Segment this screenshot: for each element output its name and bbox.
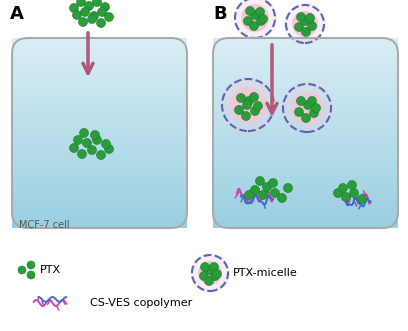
- Circle shape: [93, 135, 102, 145]
- Circle shape: [357, 195, 366, 204]
- Circle shape: [18, 266, 26, 274]
- Circle shape: [297, 97, 306, 106]
- Circle shape: [255, 176, 264, 185]
- Circle shape: [198, 261, 222, 285]
- Circle shape: [73, 11, 82, 20]
- Circle shape: [97, 151, 106, 160]
- Circle shape: [301, 17, 310, 25]
- Circle shape: [97, 19, 106, 27]
- Text: PTX-micelle: PTX-micelle: [233, 268, 298, 278]
- Circle shape: [93, 0, 102, 7]
- Circle shape: [241, 4, 269, 32]
- Circle shape: [250, 22, 259, 30]
- Circle shape: [80, 128, 89, 137]
- Circle shape: [73, 135, 82, 145]
- Circle shape: [251, 185, 259, 195]
- Circle shape: [257, 17, 266, 25]
- Circle shape: [348, 180, 357, 190]
- Circle shape: [200, 262, 209, 271]
- Circle shape: [310, 109, 319, 118]
- Circle shape: [89, 12, 98, 21]
- Circle shape: [281, 82, 333, 134]
- Circle shape: [91, 130, 100, 139]
- Circle shape: [77, 0, 86, 7]
- Circle shape: [80, 8, 89, 17]
- Circle shape: [271, 188, 279, 198]
- Circle shape: [102, 139, 111, 149]
- Circle shape: [244, 97, 253, 106]
- Circle shape: [235, 106, 244, 115]
- Circle shape: [295, 108, 304, 117]
- Circle shape: [104, 145, 113, 154]
- Circle shape: [27, 271, 35, 279]
- Circle shape: [82, 138, 91, 148]
- Circle shape: [220, 77, 276, 133]
- Circle shape: [206, 265, 215, 274]
- Circle shape: [250, 92, 259, 102]
- Circle shape: [308, 22, 317, 30]
- Circle shape: [302, 27, 310, 36]
- Circle shape: [251, 107, 259, 116]
- Circle shape: [242, 112, 251, 120]
- Circle shape: [259, 15, 268, 24]
- Circle shape: [341, 193, 350, 202]
- Circle shape: [292, 11, 318, 37]
- Circle shape: [244, 191, 253, 200]
- Circle shape: [233, 0, 277, 40]
- Circle shape: [242, 101, 251, 110]
- Circle shape: [253, 102, 262, 111]
- Circle shape: [277, 194, 286, 203]
- Text: A: A: [10, 5, 24, 23]
- Circle shape: [262, 182, 271, 192]
- Circle shape: [209, 262, 219, 271]
- Circle shape: [295, 23, 304, 31]
- Circle shape: [291, 92, 323, 124]
- Circle shape: [304, 101, 313, 110]
- Circle shape: [104, 13, 113, 22]
- Circle shape: [211, 271, 220, 280]
- Circle shape: [308, 97, 317, 106]
- Text: PTX: PTX: [40, 265, 61, 275]
- Circle shape: [339, 183, 348, 193]
- Circle shape: [87, 146, 97, 155]
- Circle shape: [333, 188, 342, 198]
- Circle shape: [244, 17, 253, 25]
- Circle shape: [98, 8, 106, 17]
- Circle shape: [78, 18, 87, 26]
- Circle shape: [251, 11, 259, 20]
- Circle shape: [268, 178, 277, 187]
- Circle shape: [350, 188, 359, 198]
- Text: B: B: [213, 5, 226, 23]
- Circle shape: [200, 271, 208, 280]
- Text: MCF-7 cell: MCF-7 cell: [19, 220, 70, 230]
- Circle shape: [78, 150, 86, 159]
- Circle shape: [190, 253, 230, 293]
- Circle shape: [255, 8, 264, 17]
- Circle shape: [204, 276, 213, 286]
- Circle shape: [306, 14, 315, 23]
- Circle shape: [27, 261, 35, 269]
- Circle shape: [284, 183, 293, 193]
- Circle shape: [259, 191, 268, 200]
- Circle shape: [302, 114, 310, 122]
- Circle shape: [87, 15, 97, 24]
- Circle shape: [297, 13, 306, 22]
- Circle shape: [84, 2, 93, 11]
- Circle shape: [69, 4, 78, 13]
- Circle shape: [69, 144, 78, 153]
- Circle shape: [230, 87, 266, 123]
- Circle shape: [213, 269, 222, 278]
- Text: CS-VES copolymer: CS-VES copolymer: [90, 298, 192, 308]
- Circle shape: [100, 3, 109, 12]
- Circle shape: [246, 7, 255, 16]
- Circle shape: [237, 93, 246, 103]
- Circle shape: [311, 104, 321, 113]
- Circle shape: [284, 3, 326, 45]
